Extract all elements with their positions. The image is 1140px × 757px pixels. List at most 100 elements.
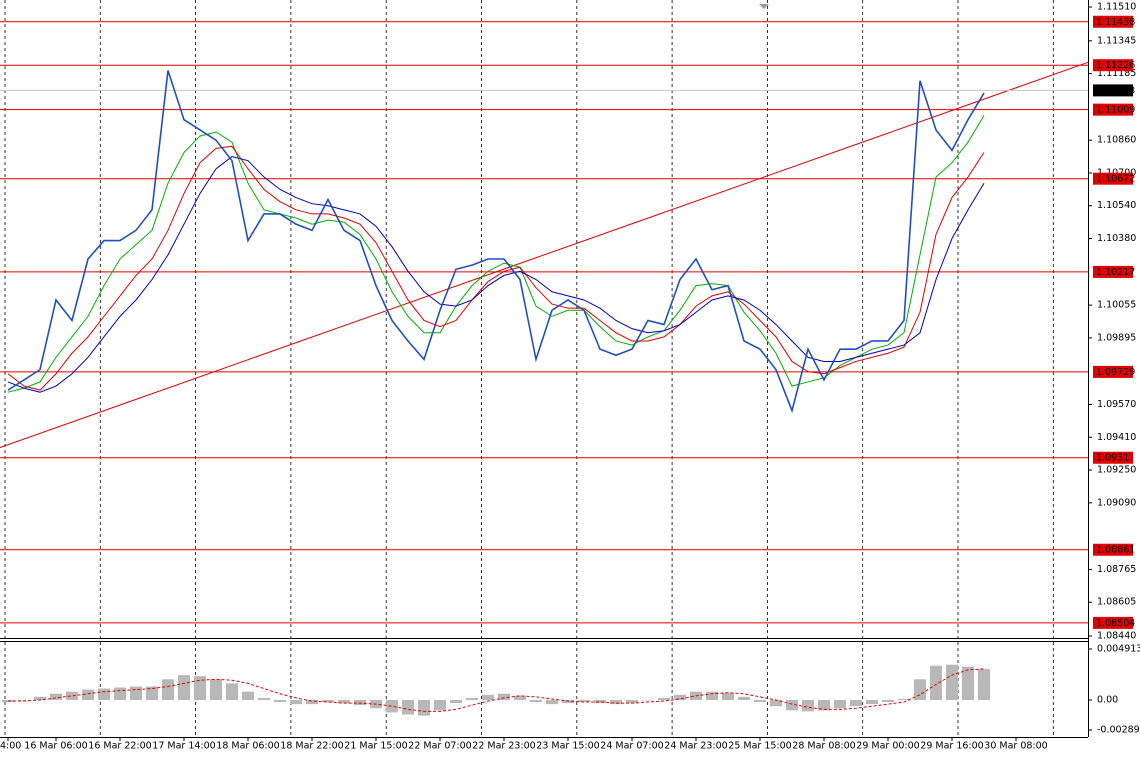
histogram-bar — [466, 697, 478, 700]
histogram-bar — [130, 686, 142, 700]
y-tick-label: 0.00 — [1097, 694, 1118, 705]
y-tick-label: -0.002893 — [1097, 725, 1140, 736]
histogram-bar — [82, 689, 94, 700]
x-tick-label: 23 Mar 15:00 — [536, 741, 599, 752]
histogram-bar — [114, 687, 126, 700]
current-price-label: 1.11103 — [1096, 85, 1135, 96]
histogram-bar — [386, 699, 398, 713]
series-line — [8, 668, 985, 712]
x-tick-label: 29 Mar 00:00 — [856, 741, 919, 752]
histogram-bar — [274, 699, 286, 703]
level-label: 1.0931 — [1096, 453, 1129, 464]
histogram-bar — [898, 698, 910, 700]
x-tick-label: 29 Mar 16:00 — [920, 741, 983, 752]
histogram-bar — [498, 693, 510, 700]
histogram-bar — [930, 665, 942, 700]
level-tag — [1093, 451, 1133, 464]
histogram-bar — [706, 691, 718, 700]
histogram-bar — [194, 676, 206, 700]
y-tick-label: 1.08605 — [1097, 597, 1136, 608]
histogram-bar — [962, 666, 974, 700]
series-line — [7, 70, 985, 414]
level-label: 1.10672 — [1096, 174, 1135, 185]
histogram-bar — [18, 699, 30, 701]
level-tag — [1093, 543, 1133, 556]
x-tick-label: 24 Mar 07:00 — [600, 741, 663, 752]
histogram-bar — [562, 699, 574, 704]
histogram-bar — [946, 664, 958, 700]
histogram-bar — [546, 699, 558, 705]
histogram-bar — [882, 699, 894, 703]
y-tick-label: 1.09895 — [1097, 332, 1136, 343]
histogram-bar — [322, 699, 334, 703]
x-tick-label: 16 Mar 06:00 — [24, 741, 87, 752]
histogram-bar — [290, 699, 302, 705]
histogram-bar — [834, 699, 846, 709]
x-tick-label: 4:00 — [0, 741, 21, 752]
y-tick-label: 1.11345 — [1097, 35, 1136, 46]
level-tag — [1093, 265, 1133, 278]
y-tick-label: 1.11510 — [1097, 2, 1136, 13]
x-tick-label: 28 Mar 08:00 — [792, 741, 855, 752]
histogram-bar — [914, 679, 926, 700]
level-tag — [1093, 103, 1133, 116]
histogram-bar — [530, 699, 542, 703]
histogram-bar — [66, 691, 78, 700]
level-label: 1.08504 — [1096, 618, 1135, 629]
x-tick-label: 25 Mar 15:00 — [728, 741, 791, 752]
histogram-bar — [642, 699, 654, 701]
trendline — [0, 61, 1089, 448]
level-tag — [1093, 172, 1133, 185]
histogram-bar — [418, 699, 430, 716]
histogram-bar — [578, 699, 590, 703]
histogram-bar — [514, 695, 526, 700]
histogram-bar — [450, 699, 462, 704]
histogram-bar — [978, 668, 990, 700]
x-tick-label: 16 Mar 22:00 — [88, 741, 151, 752]
level-label: 1.11226 — [1096, 60, 1135, 71]
y-tick-label: 0.004913 — [1097, 644, 1140, 655]
histogram-bar — [178, 675, 190, 700]
histogram-bar — [658, 697, 670, 700]
level-label: 1.11438 — [1096, 17, 1135, 28]
histogram-bar — [434, 699, 446, 711]
histogram-bar — [242, 691, 254, 700]
level-label: 1.09729 — [1096, 367, 1135, 378]
y-tick-label: 1.09250 — [1097, 465, 1136, 476]
level-tag — [1093, 59, 1133, 72]
y-tick-label: 1.10860 — [1097, 135, 1136, 146]
histogram-bar — [754, 699, 766, 703]
y-tick-label: 1.10380 — [1097, 233, 1136, 244]
histogram-bar — [626, 699, 638, 704]
histogram-bar — [226, 683, 238, 700]
x-tick-label: 17 Mar 14:00 — [152, 741, 215, 752]
y-tick-label: 1.10540 — [1097, 200, 1136, 211]
histogram-bar — [354, 699, 366, 706]
level-tag — [1093, 616, 1133, 629]
y-tick-label: 1.08440 — [1097, 631, 1136, 642]
histogram-bar — [306, 699, 318, 705]
histogram-bar — [802, 699, 814, 712]
x-tick-label: 22 Mar 07:00 — [408, 741, 471, 752]
series-line — [7, 156, 985, 393]
level-tag — [1093, 365, 1133, 378]
histogram-bar — [162, 679, 174, 700]
histogram-bar — [786, 699, 798, 711]
level-label: 1.11009 — [1096, 105, 1135, 116]
current-price-tag — [1093, 84, 1133, 97]
histogram-bar — [738, 696, 750, 700]
level-label: 1.10217 — [1096, 267, 1135, 278]
histogram-bar — [402, 699, 414, 715]
histogram-bar — [818, 699, 830, 711]
level-tag — [1093, 15, 1133, 28]
y-tick-label: 1.08765 — [1097, 564, 1136, 575]
histogram-bar — [866, 699, 878, 705]
histogram-bar — [610, 699, 622, 705]
histogram-bar — [50, 693, 62, 700]
y-tick-label: 1.09410 — [1097, 432, 1136, 443]
histogram-bar — [850, 699, 862, 707]
y-tick-label: 1.09090 — [1097, 497, 1136, 508]
x-tick-label: 18 Mar 22:00 — [280, 741, 343, 752]
histogram-bar — [770, 699, 782, 707]
